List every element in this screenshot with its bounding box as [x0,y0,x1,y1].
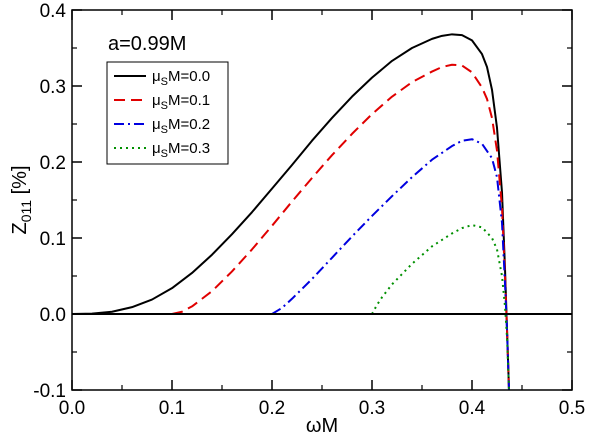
x-tick-label: 0.4 [459,398,486,419]
x-axis-label: ωM [306,415,338,437]
y-tick-label: 0.2 [40,153,66,174]
x-tick-label: 0.0 [59,398,85,419]
legend-label-2: μSM=0.2 [152,116,210,136]
legend-label-0: μSM=0.0 [152,68,210,88]
legend-label-3: μSM=0.3 [152,140,210,160]
y-tick-label: 0.4 [40,1,67,22]
x-tick-label: 0.1 [159,398,185,419]
series-layer [72,33,510,390]
x-tick-label: 0.3 [359,398,385,419]
y-axis-label-unit: [%] [9,166,31,200]
y-tick-label: 0.1 [40,229,66,250]
x-tick-label: 0.2 [259,398,285,419]
tick-labels-layer: 0.0 0.1 0.2 0.3 0.4 0.5-0.10.00.10.20.30.4 [33,1,585,419]
legend-label-1: μSM=0.1 [152,92,210,112]
legend: μSM=0.0 μSM=0.1 μSM=0.2 μSM=0.3 [114,68,210,160]
spin-annotation: a=0.99M [108,33,186,55]
y-tick-label: 0.0 [40,305,66,326]
series-line-0 [72,33,510,390]
series-line-2 [271,138,510,390]
y-tick-label: 0.3 [40,77,66,98]
y-tick-label: -0.1 [33,381,66,402]
series-line-3 [371,224,510,390]
y-axis-label: Z011 [%] [9,166,34,235]
y-axis-label-subscript: 011 [18,200,34,223]
y-axis-label-main: Z [9,222,31,234]
x-tick-label: 0.5 [559,398,585,419]
ticks-layer [71,9,573,391]
